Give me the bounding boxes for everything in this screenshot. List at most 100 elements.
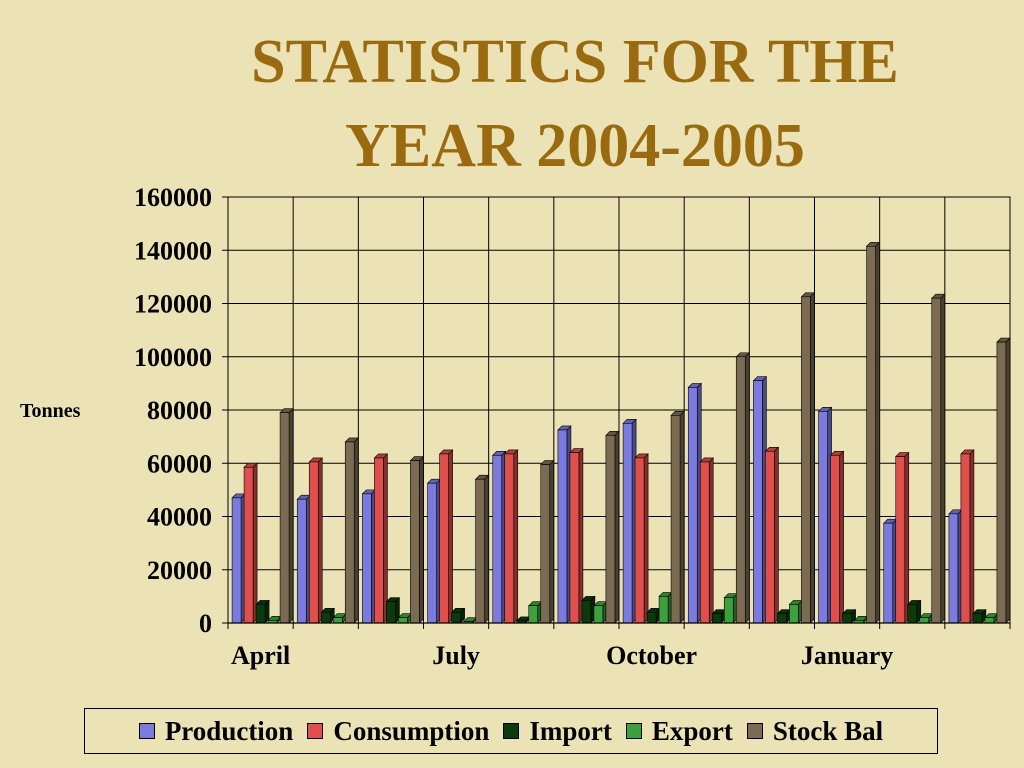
bar-import	[385, 596, 401, 624]
bar-stock-bal	[735, 352, 750, 624]
x-tick-label: October	[606, 641, 697, 670]
bar-side	[679, 410, 685, 624]
bar-front	[410, 460, 420, 624]
bar-front	[279, 412, 290, 624]
bar-export	[332, 612, 347, 624]
bar-front	[398, 617, 408, 624]
bar-stock-bal	[996, 337, 1011, 624]
legend-item: Export	[625, 716, 733, 747]
bar-front	[842, 613, 852, 624]
bar-consumption	[308, 457, 323, 624]
bar-production	[231, 493, 246, 624]
bar-side	[317, 457, 323, 624]
bar-production	[752, 375, 768, 624]
bar-front	[296, 498, 307, 624]
bar-front	[670, 415, 681, 624]
bar-export	[984, 612, 999, 624]
y-tick-label: 0	[199, 609, 212, 638]
y-tick-label: 160000	[134, 183, 212, 212]
bar-front	[475, 478, 485, 624]
bar-production	[883, 518, 898, 624]
bar-front	[581, 600, 592, 624]
bar-front	[687, 387, 698, 624]
x-tick-label: July	[432, 641, 480, 670]
bar-import	[907, 599, 922, 624]
bar-stock-bal	[865, 241, 881, 624]
bar-front	[344, 441, 355, 624]
bar-front	[996, 341, 1007, 624]
bar-export	[723, 592, 738, 624]
bar-consumption	[634, 453, 649, 624]
bar-consumption	[504, 449, 519, 624]
bar-stock-bal	[344, 437, 359, 624]
bar-front	[801, 296, 811, 624]
bar-side	[643, 453, 649, 624]
bar-production	[296, 494, 311, 624]
bar-consumption	[569, 447, 584, 624]
bar-stock-bal	[800, 292, 816, 624]
bar-front	[948, 513, 959, 624]
bar-import	[581, 595, 596, 624]
legend-swatch	[307, 723, 324, 739]
bar-front	[308, 461, 319, 624]
bar-stock-bal	[670, 410, 685, 624]
bar-side	[904, 451, 910, 624]
bar-import	[516, 616, 531, 624]
bar-front	[753, 380, 763, 624]
bar-front	[386, 601, 396, 624]
bar-front	[919, 617, 930, 624]
bar-production	[948, 509, 963, 624]
y-tick-label: 120000	[134, 290, 212, 319]
bar-side	[940, 293, 946, 624]
bar-front	[528, 605, 539, 624]
bar-front	[374, 457, 384, 624]
legend-item: Consumption	[307, 716, 489, 747]
bar-front	[439, 453, 449, 624]
bar-production	[622, 418, 637, 624]
bar-side	[484, 474, 489, 624]
bar-front	[243, 466, 254, 624]
chart-title-line-1: STATISTICS FOR THE	[251, 28, 899, 96]
bar-stock-bal	[409, 455, 425, 624]
bar-front	[593, 605, 604, 624]
bar-export	[853, 615, 869, 624]
bar-front	[830, 454, 840, 624]
bar-side	[288, 407, 294, 624]
bar-side	[1005, 337, 1011, 624]
bar-front	[451, 612, 461, 624]
bar-front	[658, 596, 669, 624]
bar-front	[492, 454, 503, 624]
bar-side	[513, 449, 519, 624]
bar-export	[397, 612, 413, 624]
bar-stock-bal	[279, 407, 294, 624]
bar-front	[332, 617, 343, 624]
bar-production	[557, 425, 572, 624]
bar-front	[960, 453, 971, 624]
legend-label: Stock Bal	[772, 715, 884, 746]
bar-side	[549, 459, 555, 624]
bar-consumption	[829, 450, 845, 624]
bar-import	[841, 608, 857, 624]
bar-production	[817, 406, 833, 624]
legend-item: Stock Bal	[746, 715, 884, 747]
bar-front	[320, 612, 331, 624]
bar-front	[777, 613, 787, 624]
bar-front	[723, 597, 734, 624]
bar-front	[427, 482, 437, 624]
bar-front	[765, 450, 775, 624]
bar-import	[711, 608, 726, 624]
y-axis-label: Tonnes	[20, 400, 81, 422]
bar-production	[426, 478, 442, 624]
bar-production	[687, 382, 702, 624]
y-tick-label: 80000	[147, 396, 212, 425]
bar-front	[634, 457, 645, 624]
legend-label: Import	[529, 715, 612, 746]
bar-stock-bal	[605, 430, 620, 624]
y-tick-label: 140000	[134, 236, 212, 265]
bar-stock-bal	[540, 459, 555, 624]
chart-title: STATISTICS FOR THE YEAR 2004-2005	[180, 20, 970, 188]
bar-consumption	[960, 449, 975, 624]
bar-side	[839, 450, 844, 624]
bar-side	[419, 455, 424, 624]
bar-consumption	[243, 462, 258, 624]
